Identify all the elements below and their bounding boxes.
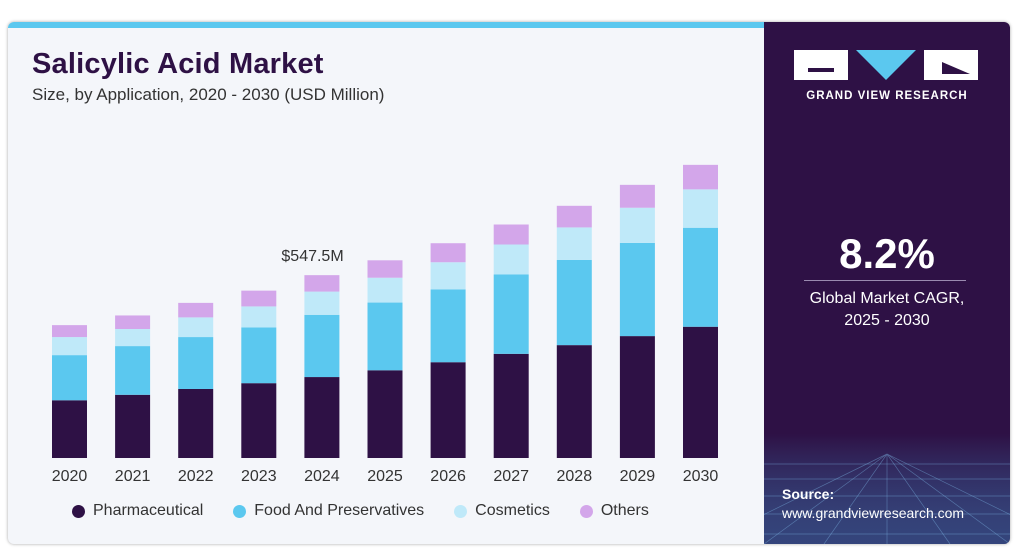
grand-view-research-logo [794,50,978,80]
bar-pharmaceutical-2020 [52,400,87,458]
bar-food-2030 [683,227,718,327]
legend-item-cosmetics: Cosmetics [454,502,550,520]
cagr-divider [804,280,966,281]
bar-others-2028 [556,205,592,228]
stacked-bar-chart: 2020 2021 2022 2023 2024 $547.5M 2025 2026 2027 2… [52,164,719,485]
x-tick-label-2026: 2026 [430,468,466,485]
legend-swatch-cosmetics [454,504,468,518]
legend-swatch-others [579,504,593,518]
x-tick-label-2028: 2028 [557,468,593,485]
cagr-label-line2: 2025 - 2030 [844,312,930,329]
bar-others-2020 [52,325,87,338]
legend-label-pharmaceutical: Pharmaceutical [93,502,204,519]
x-tick-label-2023: 2023 [241,468,277,485]
x-tick-label-2021: 2021 [115,468,151,485]
bar-food-2026 [430,289,466,363]
bar-food-2023 [241,327,277,384]
legend-label-cosmetics: Cosmetics [475,502,550,519]
bar-pharmaceutical-2026 [430,362,466,458]
bar-food-2020 [52,355,87,401]
bar-pharmaceutical-2024 [304,377,340,458]
bar-food-2022 [178,337,214,389]
bar-pharmaceutical-2023 [241,383,277,458]
x-tick-label-2022: 2022 [178,468,214,485]
bar-pharmaceutical-2021 [115,394,151,458]
bar-food-2027 [493,274,529,354]
cagr-label-line1: Global Market CAGR, [809,290,965,307]
bar-cosmetics-2020 [52,337,87,356]
bar-cosmetics-2023 [241,306,277,328]
bar-cosmetics-2029 [619,207,655,243]
bar-others-2023 [241,290,277,307]
bar-pharmaceutical-2028 [556,345,592,458]
bar-cosmetics-2027 [493,244,529,275]
legend-label-others: Others [600,502,649,519]
chart-card: Salicylic Acid Market Size, by Applicati… [8,22,1010,544]
chart-subtitle: Size, by Application, 2020 - 2030 (USD M… [32,85,385,104]
x-tick-label-2029: 2029 [620,468,656,485]
accent-bar [8,22,764,28]
bar-pharmaceutical-2025 [367,370,403,458]
chart-legend: Pharmaceutical Food And Preservatives Co… [72,502,649,520]
bar-others-2022 [178,302,214,318]
bar-others-2025 [367,260,403,278]
bar-others-2021 [115,315,151,329]
legend-label-food: Food And Preservatives [254,502,425,519]
bar-cosmetics-2030 [683,189,718,228]
data-label-2024: $547.5M [281,248,343,265]
bar-cosmetics-2022 [178,317,214,338]
bar-cosmetics-2024 [304,291,340,315]
bar-pharmaceutical-2030 [683,326,718,458]
bar-cosmetics-2026 [430,262,466,290]
bar-food-2025 [367,302,403,371]
grid-background-graphic [764,434,1010,544]
bar-others-2029 [619,184,655,208]
bar-pharmaceutical-2027 [493,353,529,458]
legend-item-food: Food And Preservatives [233,502,424,520]
bar-pharmaceutical-2029 [619,336,655,458]
legend-item-others: Others [579,502,649,520]
legend-item-pharmaceutical: Pharmaceutical [72,502,203,520]
x-tick-label-2020: 2020 [52,468,88,485]
bar-others-2030 [683,164,718,190]
source-block: Source: www.grandviewresearch.com [782,485,964,523]
sidebar-panel: GRAND VIEW RESEARCH 8.2% Global Market C… [764,22,1010,544]
source-url[interactable]: www.grandviewresearch.com [782,505,965,521]
bar-food-2024 [304,314,340,378]
x-tick-label-2024: 2024 [304,468,340,485]
x-tick-label-2030: 2030 [683,468,719,485]
source-label: Source: [782,486,835,502]
bar-others-2024 [304,275,340,292]
bar-others-2027 [493,224,529,245]
x-tick-label-2025: 2025 [367,468,403,485]
bar-food-2029 [619,242,655,337]
legend-swatch-food [233,504,247,518]
bar-cosmetics-2028 [556,227,592,260]
chart-title: Salicylic Acid Market [32,48,324,80]
bar-others-2026 [430,243,466,263]
bar-cosmetics-2021 [115,329,151,347]
bar-pharmaceutical-2022 [178,388,214,458]
logo-text: GRAND VIEW RESEARCH [806,90,968,102]
bar-food-2028 [556,259,592,346]
x-tick-label-2027: 2027 [493,468,529,485]
legend-swatch-pharmaceutical [72,504,85,518]
bar-cosmetics-2025 [367,277,403,303]
cagr-label: Global Market CAGR, 2025 - 2030 [764,288,1010,332]
cagr-value: 8.2% [839,230,935,277]
bar-food-2021 [115,346,151,395]
